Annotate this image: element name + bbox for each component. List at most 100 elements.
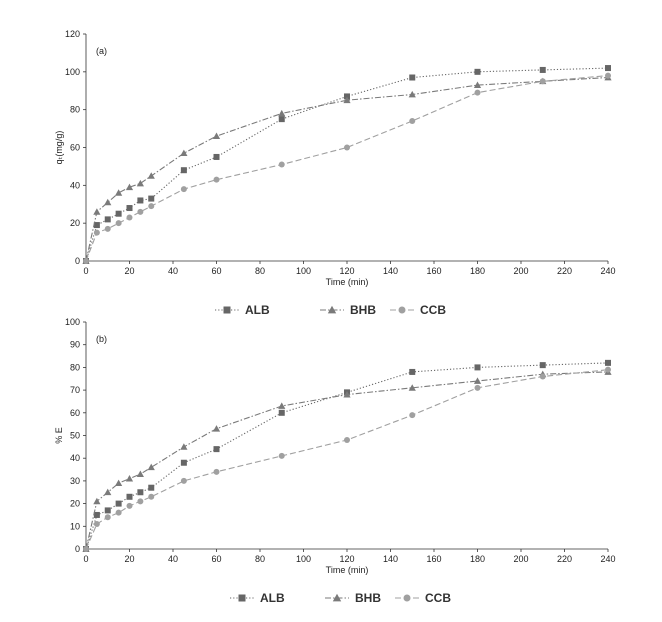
data-point-ccb	[93, 229, 100, 236]
data-point-ccb	[148, 203, 155, 210]
chart-panel-2: 0 10 20 30 40 50 60 70 80 90 100 0 20 40 60 80 100 120 140…	[54, 317, 616, 605]
data-point-ccb	[539, 373, 546, 380]
data-point-bhb	[136, 179, 144, 187]
x-tick-label: 60	[211, 554, 221, 564]
y-axis-title: qₜ(mg/g)	[54, 131, 64, 165]
legend-marker-bhb	[327, 305, 337, 314]
data-point-alb	[104, 216, 111, 223]
x-tick-label: 120	[339, 554, 354, 564]
data-point-alb	[104, 507, 111, 514]
chart-panel-1: 0 20 40 60 80 100 120 0 20 40 60 80 100 120 140 160 180 2…	[54, 29, 616, 317]
data-point-alb	[278, 409, 285, 416]
x-tick-label: 100	[296, 554, 311, 564]
data-point-ccb	[104, 514, 111, 521]
data-point-alb	[148, 484, 155, 491]
data-point-bhb	[104, 198, 112, 206]
legend: ALB BHB CCB	[215, 303, 446, 317]
data-point-ccb	[605, 72, 611, 79]
data-point-bhb	[212, 132, 221, 140]
data-point-alb	[409, 74, 416, 81]
y-tick-label: 40	[70, 180, 80, 190]
data-point-ccb	[83, 258, 89, 264]
data-point-alb	[180, 167, 187, 174]
x-tick-label: 40	[168, 266, 178, 276]
x-tick-label: 180	[470, 554, 485, 564]
data-point-bhb	[473, 377, 482, 384]
data-point-bhb	[212, 425, 221, 432]
data-point-bhb	[125, 475, 134, 482]
data-point-ccb	[474, 89, 481, 96]
y-tick-label: 10	[70, 521, 80, 531]
data-point-ccb	[213, 176, 220, 183]
series-bhb	[82, 368, 612, 552]
data-point-bhb	[93, 497, 101, 505]
series-line-ccb	[85, 369, 609, 550]
data-point-bhb	[343, 391, 351, 398]
data-point-alb	[115, 500, 122, 507]
data-point-ccb	[344, 437, 350, 444]
data-point-bhb	[115, 189, 123, 196]
data-point-bhb	[343, 96, 351, 104]
data-point-ccb	[278, 452, 285, 459]
data-point-ccb	[83, 546, 89, 552]
y-axis-title: % E	[54, 427, 64, 444]
y-tick-label: 100	[65, 317, 80, 327]
data-point-bhb	[147, 463, 155, 471]
data-point-alb	[115, 210, 122, 217]
x-tick-label: 80	[255, 554, 265, 564]
y-tick-label: 30	[70, 476, 80, 486]
data-point-ccb	[115, 220, 122, 227]
data-point-bhb	[473, 81, 482, 88]
data-point-bhb	[104, 488, 112, 496]
data-point-ccb	[213, 468, 220, 475]
data-point-ccb	[126, 214, 133, 221]
y-tick-label: 20	[70, 218, 80, 228]
data-point-ccb	[137, 208, 144, 215]
data-point-alb	[539, 66, 546, 73]
x-axis-title: Time (min)	[326, 565, 369, 575]
y-tick-label: 100	[65, 67, 80, 77]
x-tick-label: 100	[296, 266, 311, 276]
y-tick-label: 20	[70, 499, 80, 509]
x-axis-title: Time (min)	[326, 277, 369, 287]
legend-marker-alb	[223, 306, 231, 314]
legend-marker-bhb	[332, 593, 342, 602]
data-point-ccb	[115, 509, 122, 516]
data-point-alb	[180, 459, 187, 466]
series-alb	[83, 65, 611, 264]
data-point-alb	[344, 93, 350, 100]
data-point-bhb	[125, 183, 134, 191]
data-point-ccb	[409, 412, 416, 419]
x-tick-label: 60	[211, 266, 221, 276]
data-point-ccb	[278, 161, 285, 168]
x-tick-label: 200	[513, 266, 528, 276]
x-tick-label: 180	[470, 266, 485, 276]
data-point-alb	[213, 446, 220, 453]
data-point-ccb	[539, 78, 546, 85]
data-point-ccb	[180, 477, 187, 484]
data-point-ccb	[180, 186, 187, 193]
x-tick-label: 20	[124, 266, 134, 276]
data-point-ccb	[148, 493, 155, 500]
y-tick-label: 50	[70, 431, 80, 441]
y-tick-label: 80	[70, 362, 80, 372]
x-tick-label: 240	[600, 554, 615, 564]
y-tick-label: 120	[65, 29, 80, 39]
data-point-alb	[278, 116, 285, 123]
legend-label-ccb: CCB	[420, 303, 446, 317]
data-point-alb	[213, 153, 220, 160]
panel-label: (a)	[96, 46, 107, 56]
data-point-bhb	[93, 208, 101, 215]
y-tick-label: 40	[70, 453, 80, 463]
data-point-alb	[126, 205, 133, 212]
x-tick-label: 240	[600, 266, 615, 276]
data-point-alb	[148, 195, 155, 202]
legend-label-bhb: BHB	[350, 303, 376, 317]
data-point-bhb	[408, 384, 416, 391]
data-point-alb	[93, 222, 100, 229]
series-bhb	[82, 73, 612, 264]
legend-label-bhb: BHB	[355, 591, 381, 605]
data-point-ccb	[126, 502, 133, 509]
data-point-bhb	[278, 402, 286, 409]
series-alb	[83, 359, 611, 552]
